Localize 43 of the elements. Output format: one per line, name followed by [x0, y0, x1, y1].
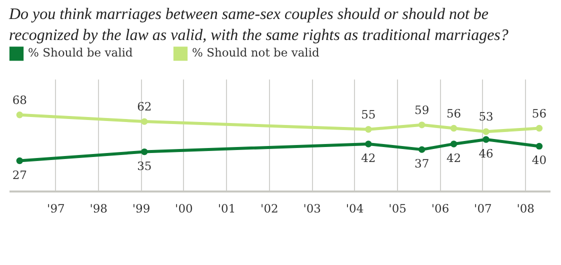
point	[141, 148, 148, 156]
data-label: 27	[12, 168, 27, 182]
x-tick-label: '02	[260, 202, 278, 216]
data-label: 53	[478, 110, 494, 124]
point	[365, 140, 372, 148]
point	[450, 140, 458, 148]
legend-label: % Should be valid	[28, 46, 134, 60]
data-label: 35	[137, 158, 152, 173]
x-tick-label: '05	[388, 202, 406, 216]
data-label: 42	[361, 150, 376, 165]
data-label: 56	[532, 106, 547, 120]
point	[418, 146, 426, 153]
point	[141, 118, 148, 125]
x-tick-label: '03	[303, 202, 321, 216]
data-label: 62	[137, 100, 152, 114]
point	[365, 126, 372, 133]
data-label: 68	[12, 92, 27, 107]
data-label: 55	[361, 107, 376, 122]
data-label: 59	[414, 102, 430, 117]
point	[16, 111, 23, 118]
legend-label: % Should not be valid	[192, 46, 320, 60]
point	[418, 122, 426, 128]
data-label: 46	[478, 146, 494, 160]
chart-title: Do you think marriages between same-sex couples should or should not be recognized by the law as valid, with the same rights as traditional marriages?	[8, 5, 510, 46]
point	[536, 124, 543, 132]
x-tick-label: '97	[47, 202, 65, 216]
point	[482, 136, 490, 143]
x-tick-label: '08	[516, 202, 534, 216]
x-tick-label: '99	[132, 202, 150, 216]
data-label: 40	[532, 153, 547, 168]
x-tick-label: '07	[474, 202, 492, 216]
x-tick-label: '00	[175, 202, 193, 216]
point	[536, 142, 543, 150]
point	[16, 157, 23, 164]
data-label: 56	[446, 106, 462, 120]
x-tick-label: '04	[346, 202, 364, 216]
point	[450, 124, 458, 132]
x-tick-label: '98	[90, 202, 108, 216]
point	[482, 128, 490, 135]
x-tick-label: '01	[218, 202, 236, 216]
data-label: 42	[446, 150, 462, 165]
x-tick-label: '06	[431, 202, 450, 216]
data-label: 37	[414, 156, 430, 171]
